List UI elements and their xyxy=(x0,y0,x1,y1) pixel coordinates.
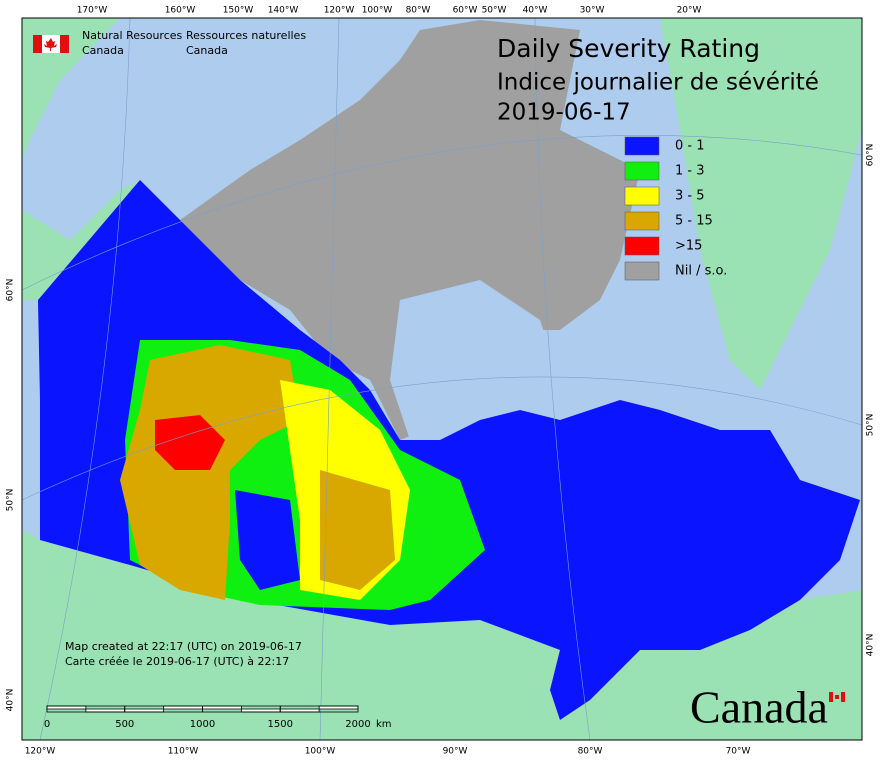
longitude-label: 100°W xyxy=(362,6,393,16)
title: Daily Severity Rating xyxy=(497,34,760,63)
scale-label: 500 xyxy=(115,719,134,730)
scale-label: 2000 xyxy=(345,719,370,730)
alaska xyxy=(22,180,140,300)
meridian xyxy=(534,17,591,741)
parallel xyxy=(21,376,863,501)
scale-segment xyxy=(46,705,87,710)
longitude-label: 80°W xyxy=(406,6,431,16)
longitude-label: 160°W xyxy=(165,6,196,16)
org-en: Natural Resources xyxy=(82,29,183,42)
region-5-15 xyxy=(320,470,395,590)
scale-segment xyxy=(124,708,165,713)
note: Map created at 22:17 (UTC) on 2019-06-17 xyxy=(65,640,302,653)
scale-segment xyxy=(279,708,320,713)
longitude-label: 120°W xyxy=(25,747,56,757)
arctic-nil xyxy=(180,20,640,440)
org-fr: Canada xyxy=(186,44,228,57)
longitude-label: 70°W xyxy=(726,747,751,757)
usa xyxy=(22,530,862,740)
latitude-label: 40°N xyxy=(866,634,876,657)
org-fr: Ressources naturelles xyxy=(186,29,306,42)
hudson-bay xyxy=(390,280,560,440)
graticule xyxy=(21,17,863,741)
latitude-label: 60°N xyxy=(866,144,876,167)
legend-label: >15 xyxy=(675,239,702,254)
latitude-label: 50°N xyxy=(866,414,876,437)
legend-label: 1 - 3 xyxy=(675,164,705,179)
longitude-label: 100°W xyxy=(305,747,336,757)
scale-segment xyxy=(163,705,203,710)
latitude-label: 50°N xyxy=(6,489,16,512)
scale-segment xyxy=(318,705,359,710)
legend-label: 3 - 5 xyxy=(675,189,705,204)
date: 2019-06-17 xyxy=(497,100,631,126)
flag-bar xyxy=(60,35,69,53)
scale-segment xyxy=(240,708,281,713)
russia xyxy=(22,18,120,160)
region-5-15 xyxy=(120,345,300,600)
maple-leaf xyxy=(835,695,839,699)
scale-label: 1500 xyxy=(268,719,293,730)
region-gt-15 xyxy=(155,415,225,470)
frame xyxy=(21,17,863,741)
scale-bar: 0 500 1000 1500 2000 km xyxy=(44,705,392,730)
legend-swatch xyxy=(624,261,660,281)
note: Carte créée le 2019-06-17 (UTC) à 22:17 xyxy=(65,655,289,668)
legend-label: 5 - 15 xyxy=(675,214,713,229)
longitude-label: 150°W xyxy=(223,6,254,16)
scale-label: 0 xyxy=(44,719,50,730)
longitude-label: 170°W xyxy=(77,6,108,16)
legend-swatch xyxy=(624,236,660,256)
region-0-1 xyxy=(235,490,300,590)
org-en: Canada xyxy=(82,44,124,57)
legend: 0 - 1 1 - 3 3 - 5 5 - 15 >15 Nil / s.o. xyxy=(624,136,727,281)
longitude-label: 60°W xyxy=(453,6,478,16)
longitude-label: 80°W xyxy=(578,747,603,757)
latitude-label: 40°N xyxy=(6,689,16,712)
longitude-label: 20°W xyxy=(677,6,702,16)
meridian xyxy=(39,17,131,741)
longitude-label: 110°W xyxy=(168,747,199,757)
scale-unit: km xyxy=(376,719,392,730)
scale-segment xyxy=(85,708,126,713)
longitude-label: 40°W xyxy=(523,6,548,16)
meridian xyxy=(319,17,340,741)
wordmark: Canada xyxy=(690,682,845,733)
graticule-labels: 170°W 160°W 150°W 140°W 120°W 100°W 80°W 60°W 50… xyxy=(6,6,876,757)
legend-label: 0 - 1 xyxy=(675,139,705,154)
legend-swatch xyxy=(624,136,660,156)
longitude-label: 50°W xyxy=(482,6,507,16)
legend-swatch xyxy=(624,186,660,206)
flag-bar xyxy=(829,692,833,702)
longitude-label: 140°W xyxy=(268,6,299,16)
latitude-label: 60°N xyxy=(6,279,16,302)
nrcan-logo: Natural Resources Canada Ressources natu… xyxy=(33,29,306,57)
scale-label: 1000 xyxy=(190,719,215,730)
longitude-label: 30°W xyxy=(580,6,605,16)
map-frame xyxy=(21,17,863,741)
flag-bar xyxy=(841,692,845,702)
legend-swatch xyxy=(624,161,660,181)
scale-segment xyxy=(202,705,242,710)
legend-label: Nil / s.o. xyxy=(675,264,727,279)
subtitle: Indice journalier de sévérité xyxy=(497,70,819,96)
maple-leaf xyxy=(44,38,57,51)
longitude-label: 120°W xyxy=(324,6,355,16)
scale-segment xyxy=(279,705,359,713)
parallel xyxy=(21,134,863,291)
greenland xyxy=(660,18,862,390)
longitude-label: 90°W xyxy=(443,747,468,757)
legend-swatch xyxy=(624,211,660,231)
flag-bar xyxy=(33,35,42,53)
canada-wordmark: Canada xyxy=(690,682,828,733)
